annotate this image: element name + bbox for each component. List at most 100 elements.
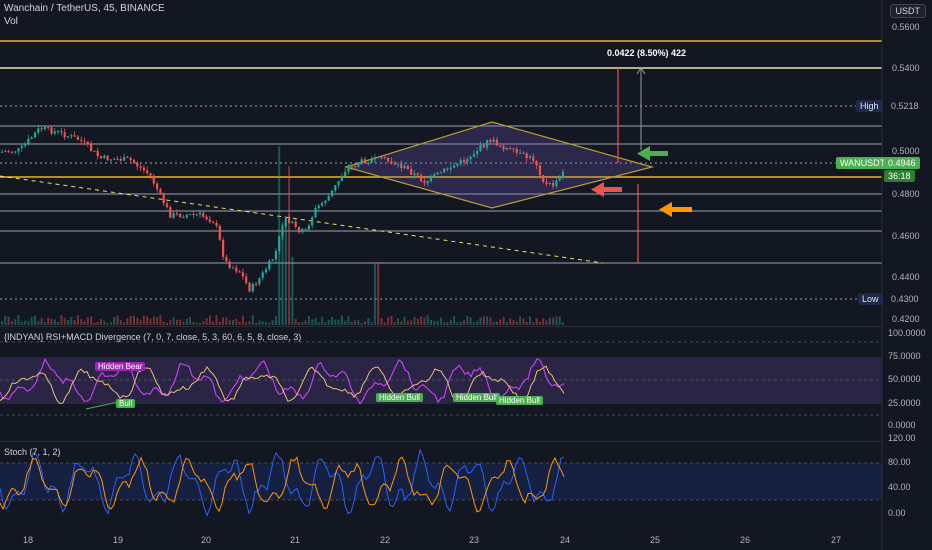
volume-bar [261, 321, 264, 325]
volume-bar [331, 317, 333, 325]
candle-body [156, 183, 159, 190]
stoch-tick: 40.00 [888, 482, 911, 492]
volume-bar [265, 322, 267, 325]
candle-body [228, 261, 231, 268]
candle-body [344, 171, 347, 177]
volume-bar [340, 315, 343, 325]
candle-body [525, 153, 528, 159]
current-price-tag: 0.4946 [884, 157, 920, 169]
volume-bar [519, 316, 522, 325]
volume-bar [142, 315, 145, 325]
volume-bar [172, 317, 175, 325]
volume-bar [17, 315, 20, 325]
volume-bar [149, 318, 152, 325]
hidden-bull-badge: Hidden Bull [453, 393, 500, 402]
candle-body [383, 157, 386, 159]
candle-body [482, 144, 485, 148]
candle-body [162, 193, 165, 204]
volume-bar [241, 315, 244, 325]
candle-body [542, 175, 545, 183]
price-tick: 0.5600 [892, 22, 920, 32]
candle-body [538, 165, 541, 176]
pane-divider-2[interactable] [0, 441, 882, 442]
candle-body [423, 181, 426, 184]
volume-bar [482, 316, 485, 325]
volume-bar [268, 322, 271, 325]
candle-body [420, 175, 423, 182]
time-tick: 18 [23, 535, 34, 545]
candle-body [126, 157, 129, 159]
volume-bar [30, 316, 33, 325]
candle-body [189, 213, 192, 215]
volume-bar [387, 317, 390, 325]
volume-bar [403, 316, 406, 325]
volume-bar [67, 320, 69, 325]
candle-body [60, 131, 63, 133]
volume-bar [57, 321, 60, 325]
candle-body [492, 139, 495, 143]
candle-body [555, 180, 558, 187]
volume-bar [100, 319, 102, 325]
volume-bar [317, 322, 320, 325]
volume-bar [416, 318, 419, 325]
volume-bar [27, 321, 30, 325]
candle-body [334, 185, 337, 191]
volume-bar [80, 319, 83, 325]
price-tick: 0.4800 [892, 189, 920, 199]
candle-body [545, 182, 548, 185]
candle-body [472, 154, 475, 157]
volume-bar [113, 316, 116, 325]
volume-bar [60, 315, 63, 325]
volume-bar [156, 317, 159, 325]
time-tick: 21 [290, 535, 301, 545]
volume-bar [373, 263, 376, 325]
candle-body [136, 163, 139, 167]
volume-bar [162, 321, 165, 325]
candle-body [489, 140, 492, 143]
currency-button[interactable]: USDT [889, 4, 926, 18]
candle-body [238, 271, 241, 273]
volume-bar [228, 320, 231, 325]
dashed-trendline [0, 175, 604, 264]
candle-body [33, 132, 37, 138]
diamond-pattern [343, 121, 655, 209]
volume-bar [535, 317, 538, 325]
volume-bar [406, 320, 409, 325]
volume-bar [354, 320, 357, 325]
candle-body [274, 250, 277, 260]
volume-bar [83, 320, 86, 325]
candle-body [446, 168, 449, 170]
rsi-band [0, 357, 882, 404]
pane-divider-1[interactable] [0, 326, 882, 327]
red-arrow-icon [591, 182, 622, 197]
candle-body [113, 158, 116, 160]
candle-body [222, 239, 225, 257]
volume-bar [538, 321, 541, 325]
price-tick: 0.4400 [892, 272, 920, 282]
volume-bar [189, 317, 192, 325]
candle-body [400, 164, 403, 169]
volume-bar [255, 322, 258, 325]
volume-bar [20, 321, 23, 325]
volume-bar [245, 322, 248, 325]
candle-body [436, 172, 439, 175]
volume-bar [7, 316, 10, 325]
measure-arrowhead [636, 67, 646, 75]
volume-bar [235, 318, 238, 325]
candle-body [86, 141, 89, 145]
candle-body [357, 164, 360, 167]
volume-bar [499, 319, 502, 325]
volume-bar [360, 322, 363, 325]
candlesticks [0, 124, 565, 293]
candle-body [20, 145, 23, 149]
candle-body [123, 157, 126, 161]
candle-body [268, 260, 271, 270]
volume-bar [109, 322, 112, 325]
volume-bar [50, 319, 53, 325]
volume-bar [439, 317, 442, 325]
symbol-title: Wanchain / TetherUS, 45, BINANCE [4, 3, 165, 14]
volume-bar [116, 315, 119, 325]
volume-bar [175, 319, 178, 325]
candle-body [251, 283, 254, 292]
